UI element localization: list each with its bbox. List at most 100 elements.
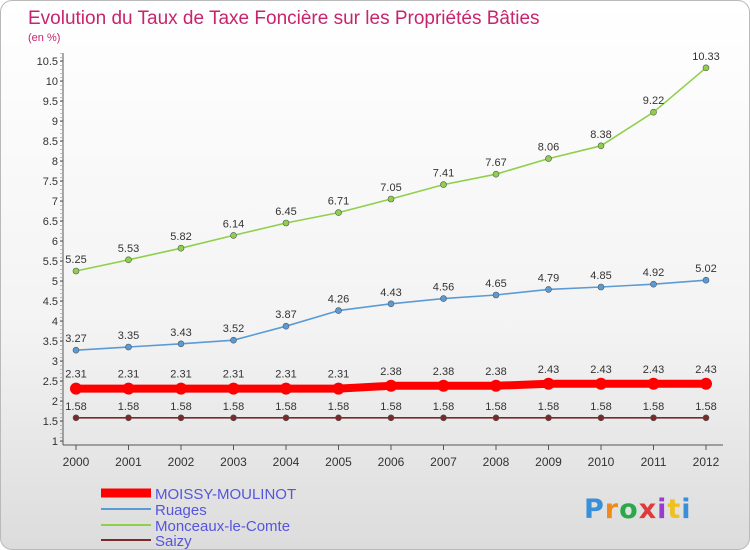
data-label: 2.31 bbox=[275, 369, 296, 381]
axes: 1 1.5 2 2.5 3 3.5 4 4.5 5 5.5 6 6.5 7 7.5 8 8.5 9 9.5 10 10… bbox=[37, 53, 723, 469]
data-point bbox=[70, 382, 82, 395]
y-tick-label: 9.5 bbox=[43, 96, 58, 108]
data-label: 8.38 bbox=[590, 129, 611, 141]
x-tick-label: 2008 bbox=[483, 455, 510, 469]
data-label: 6.45 bbox=[275, 206, 296, 218]
data-label: 1.58 bbox=[590, 401, 611, 413]
data-label: 1.58 bbox=[328, 401, 349, 413]
data-point bbox=[72, 346, 80, 354]
data-label: 2.38 bbox=[433, 366, 454, 378]
x-tick-label: 2001 bbox=[115, 455, 142, 469]
series-ruages: 3.27 3.35 3.43 3.52 3.87 4.26 4.43 4.56 4.65 4.79… bbox=[65, 263, 717, 354]
data-point bbox=[282, 414, 290, 422]
data-label: 1.58 bbox=[380, 401, 401, 413]
y-tick-label: 5.5 bbox=[43, 256, 58, 268]
x-tick-label: 2012 bbox=[693, 455, 720, 469]
data-label: 3.27 bbox=[65, 333, 86, 345]
data-point bbox=[387, 195, 395, 203]
data-point bbox=[437, 379, 450, 392]
data-point bbox=[72, 414, 80, 422]
data-point bbox=[280, 382, 292, 395]
data-point bbox=[492, 414, 500, 422]
data-point bbox=[650, 414, 657, 422]
y-tick-label: 8.5 bbox=[43, 136, 58, 148]
series-group: 1.58 1.58 1.58 1.58 1.58 1.58 1.58 1.58 1.58 1.58… bbox=[65, 51, 720, 422]
data-point bbox=[597, 283, 605, 291]
data-point bbox=[492, 170, 500, 178]
data-point bbox=[545, 414, 552, 422]
logo-letter: t bbox=[667, 494, 681, 525]
y-tick-label: 7 bbox=[52, 196, 58, 208]
y-tick-label: 3.5 bbox=[43, 336, 58, 348]
data-label: 1.58 bbox=[275, 401, 296, 413]
data-label: 9.22 bbox=[643, 95, 664, 107]
data-label: 1.58 bbox=[118, 401, 139, 413]
data-label: 4.26 bbox=[328, 294, 349, 306]
data-point bbox=[440, 295, 447, 302]
data-point bbox=[122, 382, 135, 395]
data-label: 3.35 bbox=[118, 330, 139, 342]
data-label: 5.82 bbox=[170, 231, 191, 243]
data-label: 4.56 bbox=[433, 282, 454, 294]
chart-title: Evolution du Taux de Taxe Foncière sur l… bbox=[28, 8, 540, 29]
data-label: 5.02 bbox=[695, 263, 716, 275]
y-tick-label: 10.5 bbox=[37, 56, 58, 68]
legend-label: Monceaux-le-Comte bbox=[155, 518, 290, 535]
series-moissy-moulinot: 2.31 2.31 2.31 2.31 2.31 2.31 2.38 2.38 2.38 2.43… bbox=[65, 364, 717, 395]
series-saizy: 1.58 1.58 1.58 1.58 1.58 1.58 1.58 1.58 1.58 1.58… bbox=[65, 401, 717, 422]
data-point bbox=[440, 181, 447, 188]
y-tick-label: 1 bbox=[52, 436, 58, 448]
y-tick-label: 1.5 bbox=[43, 416, 58, 428]
series-monceaux-le-comte: 5.25 5.53 5.82 6.14 6.45 6.71 7.05 7.41 7.67 8.06… bbox=[65, 51, 720, 275]
data-label: 1.58 bbox=[223, 401, 244, 413]
y-tick-label: 5 bbox=[52, 276, 58, 288]
data-point bbox=[702, 276, 710, 284]
data-label: 2.31 bbox=[223, 369, 244, 381]
data-point bbox=[282, 219, 290, 227]
y-tick-label: 7.5 bbox=[43, 176, 58, 188]
data-label: 8.06 bbox=[538, 142, 559, 154]
data-label: 4.85 bbox=[590, 270, 611, 282]
data-point bbox=[177, 244, 185, 252]
data-label: 5.53 bbox=[118, 243, 139, 255]
data-point bbox=[702, 64, 710, 72]
data-point bbox=[545, 155, 552, 162]
data-label: 7.67 bbox=[485, 157, 506, 169]
data-point bbox=[595, 377, 607, 390]
data-point bbox=[650, 108, 657, 116]
data-label: 1.58 bbox=[695, 401, 716, 413]
data-label: 1.58 bbox=[170, 401, 191, 413]
x-tick-label: 2009 bbox=[535, 455, 562, 469]
data-point bbox=[545, 286, 552, 293]
y-tick-label: 4.5 bbox=[43, 296, 58, 308]
data-label: 1.58 bbox=[433, 401, 454, 413]
data-point bbox=[335, 414, 342, 422]
data-point bbox=[597, 414, 605, 422]
data-point bbox=[490, 379, 502, 392]
logo-letter: o bbox=[619, 494, 639, 525]
data-label: 6.14 bbox=[223, 218, 244, 230]
data-label: 1.58 bbox=[485, 401, 506, 413]
data-point bbox=[700, 377, 712, 390]
y-tick-label: 9 bbox=[52, 116, 58, 128]
data-point bbox=[125, 343, 132, 351]
logo-text: Proxiti bbox=[584, 494, 692, 525]
logo-letter: i bbox=[681, 494, 691, 525]
y-tick-label: 3 bbox=[52, 356, 58, 368]
data-label: 2.31 bbox=[65, 369, 86, 381]
y-tick-label: 4 bbox=[52, 316, 58, 328]
data-label: 1.58 bbox=[65, 401, 86, 413]
data-label: 2.43 bbox=[695, 364, 716, 376]
data-point bbox=[332, 382, 345, 395]
legend: MOISSY-MOULINOTRuagesMonceaux-le-ComteSa… bbox=[101, 486, 296, 549]
data-point bbox=[597, 142, 605, 150]
x-tick-label: 2000 bbox=[63, 455, 90, 469]
data-point bbox=[125, 414, 132, 422]
logo-letter: i bbox=[657, 494, 667, 525]
y-tick-label: 2 bbox=[52, 396, 58, 408]
data-label: 4.92 bbox=[643, 267, 664, 279]
y-tick-label: 6.5 bbox=[43, 216, 58, 228]
y-tick-label: 10 bbox=[46, 76, 58, 88]
data-label: 7.05 bbox=[380, 182, 401, 194]
y-tick-label: 2.5 bbox=[43, 376, 58, 388]
